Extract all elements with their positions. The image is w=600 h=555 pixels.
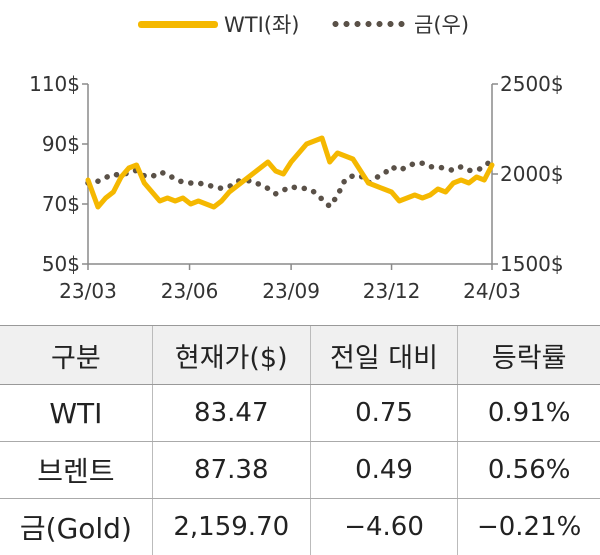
table-row: 브렌트 87.38 0.49 0.56% (0, 442, 600, 499)
table-header-row: 구분 현재가($) 전일 대비 등락률 (0, 326, 600, 385)
row-rate: 0.91% (458, 385, 600, 442)
row-price: 87.38 (152, 442, 310, 499)
legend-wti: WTI(좌) (138, 8, 300, 40)
x-tick-label: 24/03 (463, 279, 521, 303)
x-tick-label: 23/09 (262, 279, 320, 303)
chart-plot: 110$ 90$ 70$ 50$ 2500$ 2000$ 1500$ 23/03 23/06 23… (0, 0, 600, 322)
row-change: −4.60 (310, 499, 458, 555)
y-right-tick-label: 2000$ (500, 162, 564, 186)
series-wti-line (88, 138, 492, 207)
legend-wti-swatch (138, 21, 218, 28)
y-left-tick-label: 50$ (42, 252, 80, 276)
x-tick-label: 23/06 (161, 279, 219, 303)
x-tick-label: 23/03 (59, 279, 117, 303)
row-change: 0.75 (310, 385, 458, 442)
header-rate: 등락률 (458, 326, 600, 385)
y-left-tick-label: 110$ (29, 72, 80, 96)
legend-gold-label: 금(우) (414, 9, 469, 39)
chart-legend: WTI(좌) 금(우) (0, 8, 600, 40)
row-rate: −0.21% (458, 499, 600, 555)
row-label: 브렌트 (0, 442, 152, 499)
header-category: 구분 (0, 326, 152, 385)
x-tick-label: 23/12 (363, 279, 421, 303)
header-change: 전일 대비 (310, 326, 458, 385)
row-label: WTI (0, 385, 152, 442)
row-price: 83.47 (152, 385, 310, 442)
y-right-tick-label: 2500$ (500, 72, 564, 96)
table-row: 금(Gold) 2,159.70 −4.60 −0.21% (0, 499, 600, 555)
price-table: 구분 현재가($) 전일 대비 등락률 WTI 83.47 0.75 0.91%… (0, 325, 600, 555)
y-right-tick-label: 1500$ (500, 252, 564, 276)
legend-gold-swatch (330, 20, 408, 28)
header-price: 현재가($) (152, 326, 310, 385)
row-change: 0.49 (310, 442, 458, 499)
row-rate: 0.56% (458, 442, 600, 499)
legend-wti-label: WTI(좌) (224, 9, 300, 39)
table-row: WTI 83.47 0.75 0.91% (0, 385, 600, 442)
row-label: 금(Gold) (0, 499, 152, 555)
price-chart: WTI(좌) 금(우) 110$ 90$ 70$ 50$ 2500$ 2000$ 1500$… (0, 0, 600, 322)
legend-gold: 금(우) (330, 8, 469, 40)
y-left-tick-label: 90$ (42, 132, 80, 156)
row-price: 2,159.70 (152, 499, 310, 555)
y-left-tick-label: 70$ (42, 192, 80, 216)
